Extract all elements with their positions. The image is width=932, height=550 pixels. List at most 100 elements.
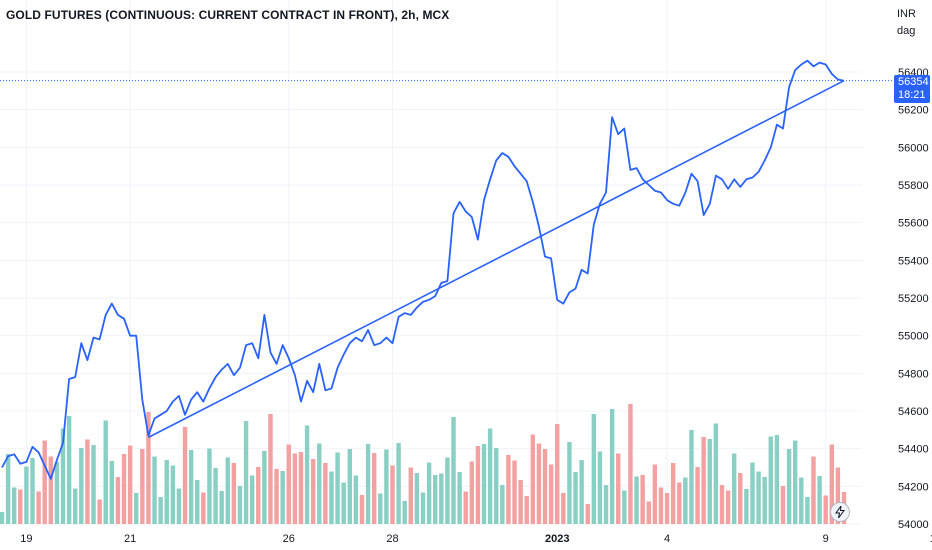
volume-bar bbox=[54, 462, 60, 524]
volume-bar bbox=[60, 428, 66, 524]
chart-title: GOLD FUTURES (CONTINUOUS: CURRENT CONTRA… bbox=[6, 8, 450, 22]
volume-bar bbox=[719, 485, 725, 524]
volume-bar bbox=[274, 469, 279, 524]
volume-bar bbox=[555, 424, 560, 524]
volume-bar bbox=[42, 440, 47, 524]
bar-countdown: 18:21 bbox=[898, 89, 926, 101]
volume-bar bbox=[347, 449, 352, 524]
currency-label: INR bbox=[897, 8, 916, 20]
volume-bar bbox=[317, 443, 322, 524]
y-tick-label: 54200 bbox=[898, 481, 929, 493]
volume-bar bbox=[225, 457, 230, 524]
volume-bar bbox=[799, 477, 804, 524]
volume-bar bbox=[335, 452, 340, 524]
volume-bar bbox=[152, 456, 157, 524]
volume-bar bbox=[158, 497, 163, 524]
volume-bar bbox=[310, 459, 316, 524]
trend-line bbox=[148, 79, 845, 439]
volume-bar bbox=[329, 471, 334, 524]
volume-bar bbox=[213, 468, 218, 524]
volume-bar bbox=[457, 472, 462, 524]
price-line bbox=[1, 59, 845, 480]
y-tick-label: 54000 bbox=[898, 519, 929, 531]
volume-bar bbox=[701, 437, 706, 524]
volume-bar bbox=[140, 449, 145, 524]
x-tick-label: 4 bbox=[664, 533, 670, 545]
volume-bar bbox=[689, 430, 694, 524]
volume-bar bbox=[48, 456, 54, 524]
y-tick-label: 55400 bbox=[898, 255, 929, 267]
volume-bar bbox=[79, 448, 84, 524]
volume-bar bbox=[792, 440, 798, 524]
x-tick-label: 2023 bbox=[545, 533, 569, 545]
volume-bar bbox=[500, 485, 505, 524]
volume-bar bbox=[731, 453, 737, 524]
volume-bar bbox=[115, 477, 121, 524]
volume-bar bbox=[164, 460, 169, 524]
volume-bar bbox=[469, 461, 475, 524]
volume-bar bbox=[609, 409, 615, 524]
volume-bar bbox=[738, 473, 743, 524]
volume-bar bbox=[134, 493, 139, 524]
volume-bar bbox=[408, 467, 413, 524]
volume-bar bbox=[109, 461, 115, 524]
volume-bar bbox=[121, 454, 127, 524]
realtime-button[interactable] bbox=[830, 502, 850, 522]
volume-bar bbox=[414, 473, 420, 524]
volume-bar bbox=[445, 457, 450, 524]
volume-bar bbox=[811, 456, 816, 524]
volume-bar bbox=[713, 423, 719, 524]
volume-bar bbox=[512, 460, 517, 524]
volume-bar bbox=[304, 425, 310, 524]
volume-bar bbox=[603, 485, 609, 524]
volume-bar bbox=[725, 490, 731, 524]
volume-bar bbox=[207, 448, 212, 524]
volume-bar bbox=[103, 420, 108, 524]
volume-bar bbox=[268, 414, 273, 524]
volume-bar bbox=[744, 489, 749, 524]
volume-bar bbox=[5, 454, 11, 524]
volume-bar bbox=[622, 490, 627, 524]
volume-bar bbox=[0, 512, 5, 524]
volume-bar bbox=[243, 421, 249, 524]
volume-bar bbox=[439, 473, 444, 524]
volume-bar bbox=[433, 475, 438, 524]
volume-bar bbox=[573, 472, 578, 524]
volume-bar bbox=[66, 416, 72, 524]
x-tick-label: 19 bbox=[20, 533, 32, 545]
volume-bar bbox=[780, 486, 786, 524]
volume-bar bbox=[237, 486, 243, 524]
volume-bar bbox=[256, 467, 261, 524]
volume-bar bbox=[195, 480, 200, 524]
volume-bar bbox=[359, 495, 365, 524]
last-price-tag: 56354 18:21 bbox=[894, 75, 930, 103]
volume-bar bbox=[182, 427, 188, 524]
volume-bar bbox=[286, 444, 291, 524]
volume-bar bbox=[762, 477, 767, 524]
volume-bar bbox=[774, 435, 780, 524]
volume-bar bbox=[548, 464, 554, 524]
volume-bar bbox=[91, 445, 96, 524]
volume-bar bbox=[835, 467, 841, 524]
volume-bar bbox=[829, 444, 834, 524]
volume-bar bbox=[146, 412, 151, 524]
volume-bar bbox=[451, 417, 456, 524]
volume-bar bbox=[683, 477, 688, 524]
volume-bar bbox=[475, 446, 481, 524]
lightning-icon bbox=[835, 506, 845, 518]
volume-bar bbox=[127, 445, 133, 524]
volume-bar bbox=[561, 493, 566, 524]
volume-bar bbox=[579, 460, 584, 524]
volume-bar bbox=[463, 491, 468, 524]
volume-bar bbox=[396, 443, 401, 524]
volume-bar bbox=[30, 458, 35, 524]
volume-bar bbox=[73, 488, 78, 524]
x-tick-label: 26 bbox=[283, 533, 295, 545]
volume-bar bbox=[249, 475, 255, 524]
volume-bar bbox=[390, 465, 395, 524]
volume-bar bbox=[371, 453, 377, 524]
volume-bar bbox=[786, 449, 792, 524]
volume-bar bbox=[426, 462, 432, 524]
y-tick-label: 54400 bbox=[898, 444, 929, 456]
